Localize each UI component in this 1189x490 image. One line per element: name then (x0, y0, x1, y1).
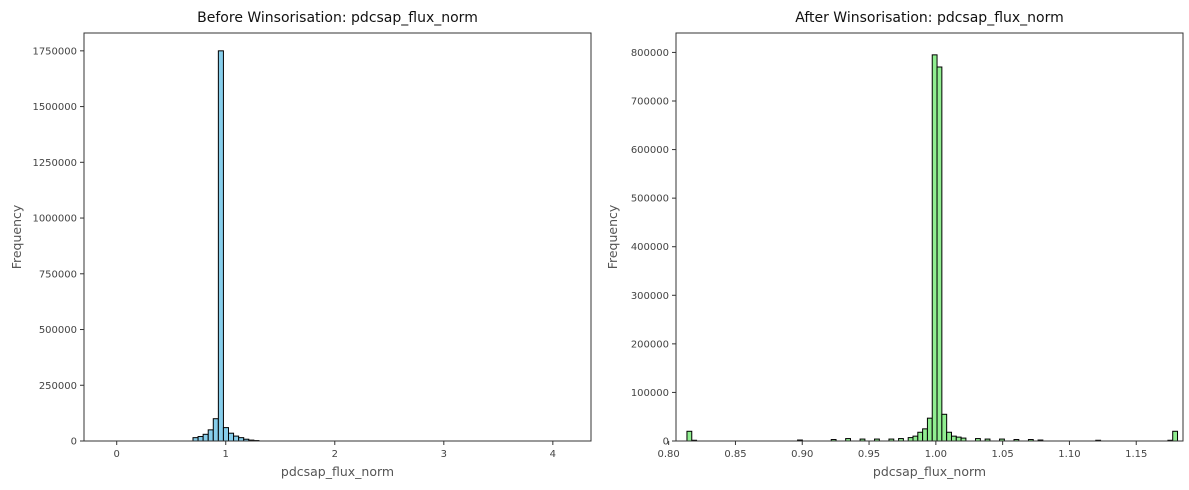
histogram-bar (207, 429, 214, 442)
y-tick-label: 400000 (631, 242, 669, 253)
y-tick-label: 300000 (631, 291, 669, 302)
chart-title: After Winsorisation: pdcsap_flux_norm (795, 10, 1064, 26)
y-tick-label: 800000 (631, 48, 669, 59)
y-tick-label: 200000 (631, 339, 669, 350)
chart-title: Before Winsorisation: pdcsap_flux_norm (197, 10, 478, 26)
x-tick-label: 4 (550, 449, 556, 460)
histogram-bar (222, 427, 229, 442)
y-tick-label: 1250000 (32, 158, 77, 169)
histogram-bar (192, 437, 199, 442)
x-tick-label: 0.85 (724, 449, 746, 460)
x-tick-label: 1 (223, 449, 229, 460)
y-tick-label: 0 (663, 437, 669, 448)
y-tick-label: 250000 (39, 381, 77, 392)
histogram-bar (202, 433, 209, 442)
y-tick-label: 750000 (39, 269, 77, 280)
x-tick-label: 1.10 (1058, 449, 1080, 460)
histogram-bar (1172, 430, 1179, 442)
histogram-bar (950, 435, 957, 442)
histogram-bar (955, 436, 962, 442)
x-tick-label: 1.00 (925, 449, 947, 460)
histogram-bar (227, 432, 235, 442)
x-tick-label: 0.95 (858, 449, 880, 460)
histogram-bar (917, 431, 924, 442)
x-tick-label: 1.15 (1125, 449, 1147, 460)
histogram-bar (922, 428, 928, 442)
histogram-bar (212, 418, 219, 442)
y-tick-label: 600000 (631, 145, 669, 156)
x-tick-label: 3 (441, 449, 447, 460)
y-tick-label: 500000 (631, 194, 669, 205)
y-tick-label: 0 (71, 437, 77, 448)
histogram-bar (912, 435, 919, 442)
histogram-bar (686, 430, 693, 442)
histogram-bar (946, 431, 952, 442)
histogram-bar (238, 437, 245, 442)
y-tick-label: 100000 (631, 388, 669, 399)
y-tick-label: 1750000 (32, 46, 77, 57)
y-tick-label: 500000 (39, 325, 77, 336)
histogram-bar (936, 66, 943, 442)
histogram-bar (907, 437, 914, 442)
histogram-bar (233, 435, 240, 442)
histogram-after-panel: After Winsorisation: pdcsap_flux_norm 0.8… (605, 10, 1184, 479)
y-axis-label: Frequency (605, 204, 620, 269)
x-tick-label: 0.90 (791, 449, 813, 460)
x-tick-label: 1.05 (992, 449, 1014, 460)
x-axis-label: pdcsap_flux_norm (281, 464, 394, 479)
y-axis-label: Frequency (9, 204, 24, 269)
histogram-bar (217, 50, 224, 442)
plot-area-frame (675, 32, 1184, 442)
histogram-before-panel: Before Winsorisation: pdcsap_flux_norm 0 1… (9, 10, 592, 479)
histogram-bar (197, 436, 204, 442)
histogram-bar (941, 413, 948, 442)
x-tick-label: 0.80 (658, 449, 680, 460)
y-tick-label: 1000000 (32, 214, 77, 225)
plot-area-frame (83, 32, 592, 442)
x-tick-label: 0 (114, 449, 120, 460)
x-tick-label: 2 (332, 449, 338, 460)
histogram-bar (931, 54, 938, 442)
y-tick-label: 1500000 (32, 102, 77, 113)
histogram-bar (926, 417, 933, 442)
y-tick-label: 700000 (631, 97, 669, 108)
x-axis-label: pdcsap_flux_norm (873, 464, 986, 479)
